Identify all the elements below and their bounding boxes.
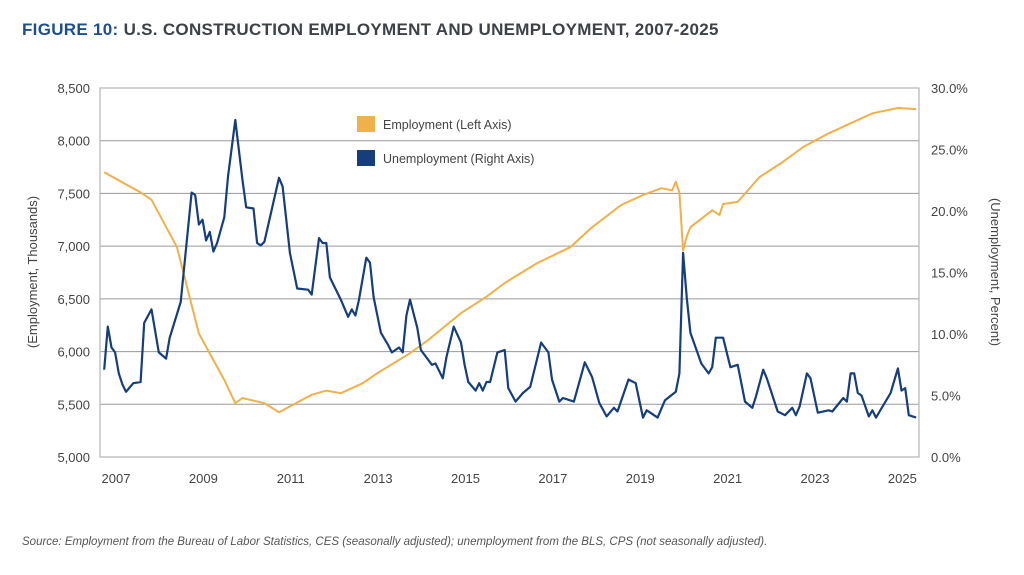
tick-labels: 5,000 5,500 6,000 6,500 7,000 7,500 8,000 8,500…: [57, 81, 968, 486]
x-tick-label: 2021: [713, 471, 742, 486]
y2-axis-label: (Unemployment, Percent): [988, 198, 1003, 346]
y2-tick-label: 0.0%: [931, 450, 961, 465]
x-tick-label: 2025: [888, 471, 917, 486]
x-tick-label: 2011: [277, 471, 305, 486]
y2-tick-label: 20.0%: [931, 204, 968, 219]
legend-swatch-unemployment: [357, 150, 375, 166]
x-tick-label: 2009: [189, 471, 218, 486]
y-tick-label: 6,500: [57, 292, 90, 307]
y2-tick-label: 10.0%: [931, 327, 968, 342]
x-tick-label: 2023: [801, 471, 830, 486]
y-tick-label: 8,000: [57, 134, 90, 149]
y2-tick-label: 15.0%: [931, 266, 968, 281]
x-tick-label: 2015: [451, 471, 480, 486]
legend-label-unemployment: Unemployment (Right Axis): [383, 152, 534, 166]
series-line-employment: [103, 107, 917, 414]
y2-tick-label: 5.0%: [931, 389, 961, 404]
x-tick-label: 2017: [538, 471, 567, 486]
chart-title: FIGURE 10: U.S. CONSTRUCTION EMPLOYMENT …: [22, 20, 719, 40]
y-tick-label: 7,500: [57, 186, 90, 201]
series-lines: [103, 107, 917, 419]
legend-swatch-employment: [357, 116, 375, 132]
x-tick-label: 2007: [102, 471, 131, 486]
y-tick-label: 5,500: [57, 397, 90, 412]
gridlines: [100, 87, 919, 458]
x-tick-label: 2013: [364, 471, 393, 486]
legend-label-employment: Employment (Left Axis): [383, 118, 512, 132]
y-tick-label: 6,000: [57, 345, 90, 360]
x-tick-label: 2019: [626, 471, 655, 486]
y-tick-label: 5,000: [57, 450, 90, 465]
y-axis-label: (Employment, Thousands): [25, 196, 40, 348]
figure-title: U.S. CONSTRUCTION EMPLOYMENT AND UNEMPLO…: [123, 20, 719, 39]
plot-frame: [99, 87, 920, 458]
source-note: Source: Employment from the Bureau of La…: [22, 536, 768, 548]
figure-number: FIGURE 10:: [22, 20, 119, 39]
y-tick-label: 7,000: [57, 239, 90, 254]
y2-tick-label: 30.0%: [931, 81, 968, 96]
y-tick-label: 8,500: [57, 81, 90, 96]
legend: Employment (Left Axis) Unemployment (Rig…: [357, 116, 534, 166]
series-line-unemployment: [103, 118, 917, 419]
y2-tick-label: 25.0%: [931, 143, 968, 158]
